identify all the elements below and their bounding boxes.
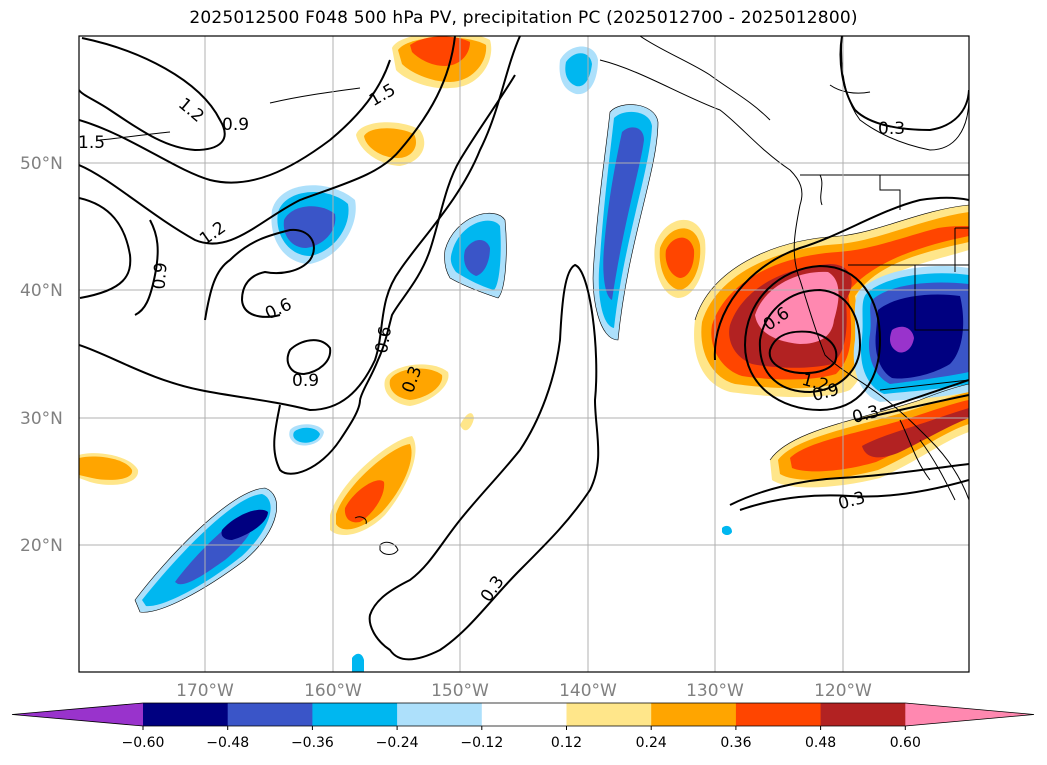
contour-label: 0.6 (372, 325, 396, 355)
lon-label: 160°W (304, 681, 362, 701)
colorbar-tick-label: −0.36 (291, 735, 334, 751)
plot-frame (78, 35, 970, 673)
colorbar-tick-label: −0.12 (460, 735, 503, 751)
map-title: 2025012500 F048 500 hPa PV, precipitatio… (189, 8, 858, 28)
colorbar-tick-label: −0.60 (122, 735, 165, 751)
colorbar-swatch (651, 703, 737, 726)
colorbar-tick-label: 0.24 (636, 735, 667, 751)
contour-label: 0.3 (878, 119, 905, 139)
colorbar-tick-label: −0.24 (376, 735, 419, 751)
colorbar-swatch (397, 703, 483, 726)
colorbar-swatch (143, 703, 229, 726)
colorbar: −0.60 −0.48 −0.36 −0.24 −0.12 0.12 0.24 0.36 0.4… (11, 702, 1035, 751)
lon-label: 120°W (814, 681, 872, 701)
contour-label: 0.9 (222, 115, 249, 135)
colorbar-tick-label: 0.60 (890, 735, 921, 751)
colorbar-ticks: −0.60 −0.48 −0.36 −0.24 −0.12 0.12 0.24 0.36 0.4… (122, 726, 921, 751)
longitude-labels: 170°W 160°W 150°W 140°W 130°W 120°W (176, 681, 872, 701)
coastlines (99, 36, 969, 555)
latitude-labels: 50°N 40°N 30°N 20°N (20, 154, 63, 556)
colorbar-swatch (566, 703, 652, 726)
colorbar-swatches (11, 702, 1035, 727)
lon-label: 130°W (686, 681, 744, 701)
colorbar-tick-label: −0.48 (206, 735, 249, 751)
colorbar-tick-label: 0.48 (805, 735, 836, 751)
colorbar-swatch (905, 703, 1034, 726)
lat-label: 50°N (20, 154, 63, 174)
contour-label: 0.9 (292, 371, 319, 391)
colorbar-swatch (12, 703, 143, 726)
colorbar-swatch (481, 703, 567, 726)
contour-label: 0.9 (149, 262, 171, 291)
colorbar-swatch (227, 703, 313, 726)
shading-outlines (134, 104, 969, 613)
colorbar-swatch (735, 703, 822, 726)
lon-label: 170°W (176, 681, 234, 701)
colorbar-swatch (312, 703, 398, 726)
lat-label: 40°N (20, 281, 63, 301)
colorbar-tick-label: 0.12 (551, 735, 582, 751)
lat-label: 20°N (20, 536, 63, 556)
lon-label: 140°W (559, 681, 617, 701)
colorbar-tick-label: 0.36 (720, 735, 751, 751)
map-plot-area: 1.5 1.2 0.9 1.5 0.9 1.2 0.6 0.9 0.6 0.3 … (78, 36, 969, 672)
contour-label: 1.5 (78, 133, 105, 153)
pv-contours (79, 36, 969, 661)
colorbar-swatch (820, 703, 906, 726)
lon-label: 150°W (431, 681, 489, 701)
lat-label: 30°N (20, 409, 63, 429)
